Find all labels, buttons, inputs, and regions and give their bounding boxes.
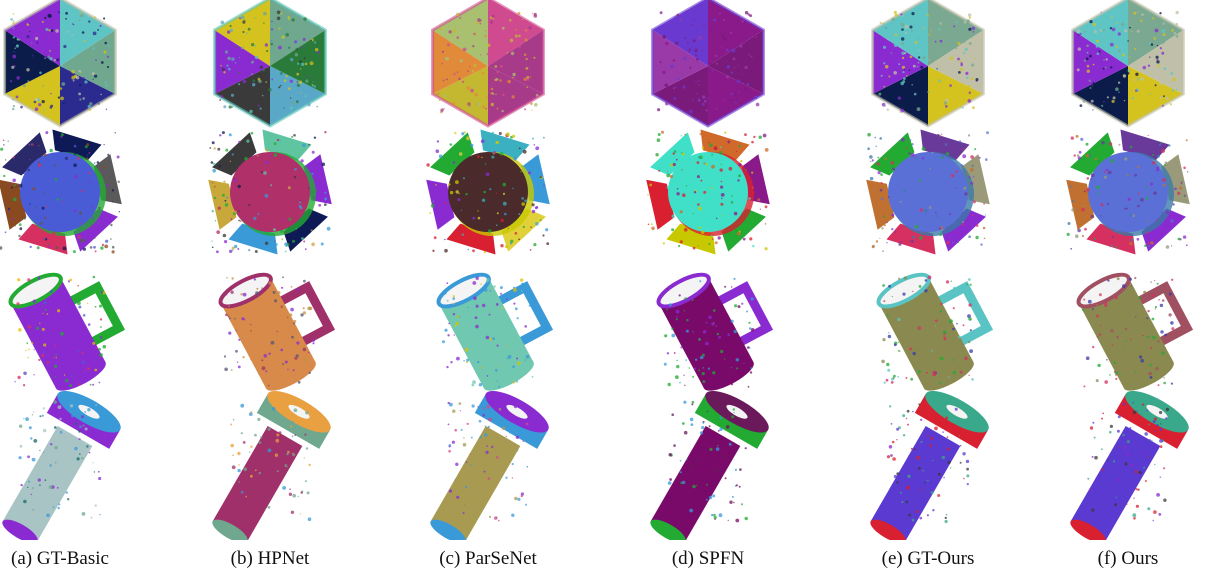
gear-disk-model [646,129,770,255]
bolt-model [870,390,989,540]
column-caption: (e) GT-Ours [881,548,975,569]
mug-model [1076,272,1194,391]
icosahedron-model [213,0,327,128]
mug-model [436,272,554,391]
bolt-model [1070,390,1189,540]
bolt-model [2,390,121,540]
column-caption: (b) HPNet [230,548,310,569]
bolt-model [212,390,331,540]
mug-model [656,272,774,391]
icosahedron-model [431,0,545,128]
gear-disk-model [0,129,122,255]
gear-disk-model [1066,129,1190,255]
column-caption: (f) Ours [1097,548,1159,569]
mug-model [8,272,126,391]
gear-disk-model [426,129,550,255]
segmentation-comparison-grid [0,0,1194,540]
icosahedron-model [3,0,117,128]
bolt-model [650,390,769,540]
mug-model [218,272,336,391]
icosahedron-model [651,0,765,128]
gear-disk-model [208,129,332,255]
bolt-model [430,390,549,540]
mug-model [876,272,994,391]
icosahedron-model [871,0,985,128]
column-caption: (d) SPFN [671,548,745,569]
column-caption: (c) ParSeNet [439,548,537,569]
column-caption: (a) GT-Basic [11,548,109,569]
gear-disk-model [866,129,990,255]
icosahedron-model [1071,0,1185,128]
